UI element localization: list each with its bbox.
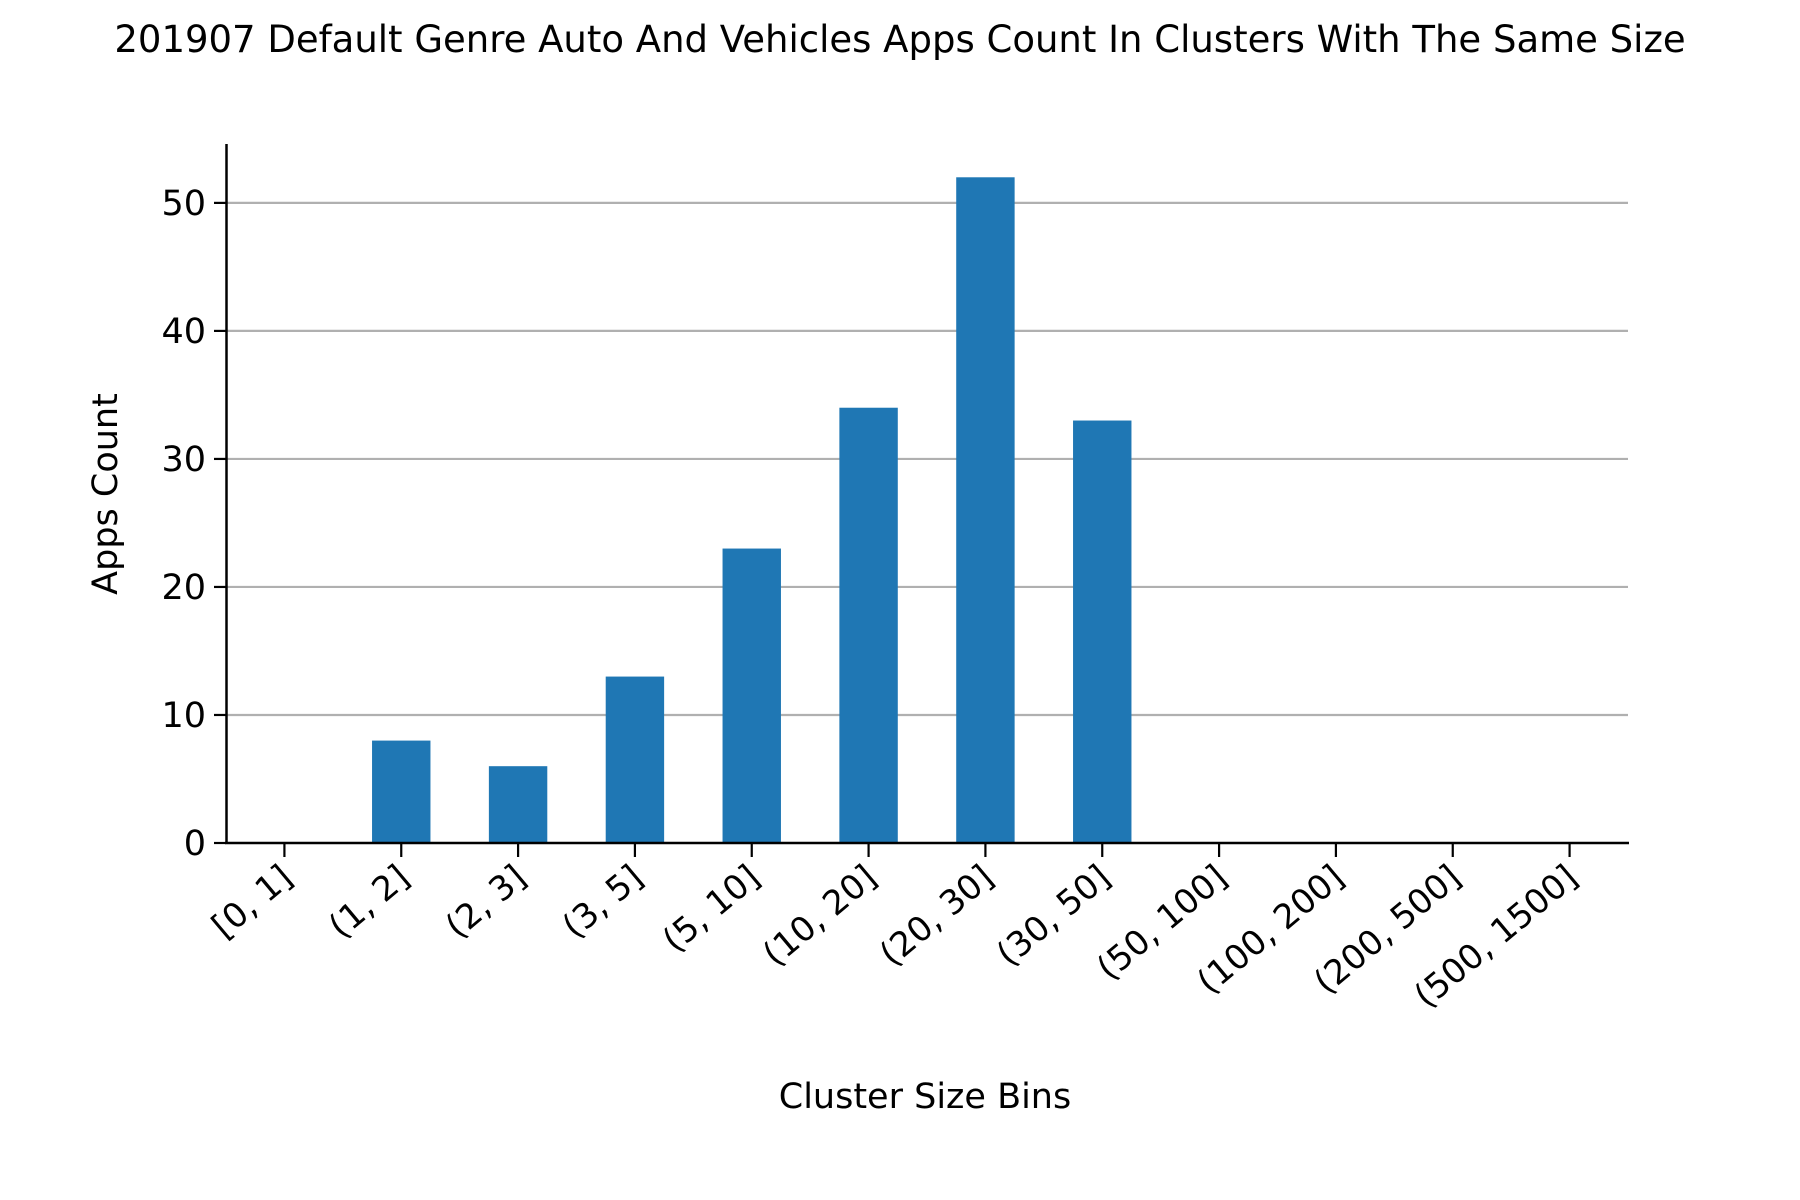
y-axis-label: Apps Count — [86, 393, 126, 595]
bar — [956, 177, 1015, 844]
y-tick-label: 20 — [161, 568, 206, 608]
y-gridlines — [226, 201, 1628, 717]
bar — [1073, 420, 1132, 843]
x-tick-label: (2, 3] — [438, 857, 534, 946]
x-tick-label: (1, 2] — [321, 857, 417, 946]
y-tick-label: 40 — [161, 312, 206, 352]
bar — [839, 407, 898, 843]
bar — [372, 740, 431, 843]
y-tick-label: 0 — [184, 824, 206, 864]
x-tick-label: [0, 1] — [204, 857, 300, 946]
y-tick-label: 50 — [161, 184, 206, 224]
y-axis-ticks: 0 10 20 30 40 50 — [161, 184, 226, 864]
x-tick-label: (10, 20] — [755, 857, 884, 974]
y-tick-label: 10 — [161, 696, 206, 736]
x-tick-label: (5, 10] — [655, 857, 767, 960]
bar — [488, 766, 548, 843]
bars — [372, 177, 1132, 844]
bar — [605, 676, 665, 843]
bar — [722, 548, 781, 843]
x-axis-ticks: [0, 1] (1, 2] (2, 3] (3, 5] (5, 10](10, 20](… — [204, 843, 1585, 1016]
y-tick-label: 30 — [161, 440, 206, 480]
x-tick-label: (3, 5] — [555, 857, 651, 946]
x-tick-label: (20, 30] — [872, 857, 1001, 974]
x-axis-label: Cluster Size Bins — [779, 1077, 1071, 1117]
chart-title: 201907 Default Genre Auto And Vehicles A… — [114, 18, 1685, 61]
